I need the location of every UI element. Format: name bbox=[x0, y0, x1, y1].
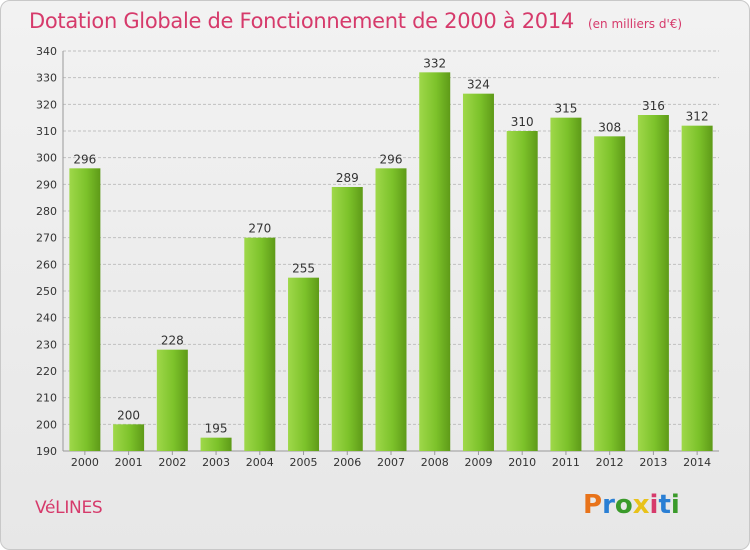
proxiti-logo[interactable]: Proxiti bbox=[583, 490, 680, 520]
bar-2006 bbox=[331, 187, 363, 451]
x-tick-label: 2009 bbox=[464, 456, 492, 469]
logo-letter: P bbox=[583, 490, 603, 520]
chart-title-text: Dotation Globale de Fonctionnement de 20… bbox=[29, 9, 574, 33]
x-tick-label: 2013 bbox=[639, 456, 667, 469]
y-tick-label: 310 bbox=[36, 125, 57, 138]
x-tick-label: 2010 bbox=[508, 456, 536, 469]
y-tick-label: 270 bbox=[36, 232, 57, 245]
chart-unit-note: (en milliers d'€) bbox=[587, 17, 683, 31]
x-tick-label: 2008 bbox=[421, 456, 449, 469]
bar-2011 bbox=[550, 117, 582, 452]
y-tick-label: 320 bbox=[36, 98, 57, 111]
logo-letter: x bbox=[632, 490, 650, 520]
bar-2009 bbox=[462, 93, 494, 452]
y-tick-label: 240 bbox=[36, 312, 57, 325]
bar-value-label: 200 bbox=[117, 408, 140, 422]
x-tick-label: 2002 bbox=[158, 456, 186, 469]
bar-value-label: 332 bbox=[423, 56, 446, 70]
y-tick-label: 330 bbox=[36, 72, 57, 85]
bar-value-label: 270 bbox=[248, 222, 271, 236]
commune-name: VéLINES bbox=[35, 498, 103, 518]
x-tick-label: 2014 bbox=[683, 456, 711, 469]
x-tick-label: 2007 bbox=[377, 456, 405, 469]
bar-2008 bbox=[419, 72, 451, 451]
y-tick-label: 260 bbox=[36, 258, 57, 271]
logo-letter: t bbox=[658, 490, 671, 520]
x-tick-label: 2001 bbox=[115, 456, 143, 469]
logo-letter: i bbox=[649, 490, 659, 520]
bar-value-label: 308 bbox=[598, 120, 621, 134]
x-tick-label: 2012 bbox=[596, 456, 624, 469]
y-tick-label: 230 bbox=[36, 338, 57, 351]
y-tick-label: 220 bbox=[36, 365, 57, 378]
bar-2007 bbox=[375, 168, 407, 452]
bar-value-label: 195 bbox=[205, 422, 228, 436]
bar-value-label: 255 bbox=[292, 262, 315, 276]
x-tick-label: 2011 bbox=[552, 456, 580, 469]
x-tick-label: 2005 bbox=[290, 456, 318, 469]
y-tick-label: 290 bbox=[36, 178, 57, 191]
logo-letter: i bbox=[670, 490, 680, 520]
bar-value-label: 315 bbox=[554, 102, 577, 116]
bar-2003 bbox=[200, 437, 232, 451]
y-tick-label: 340 bbox=[36, 45, 57, 58]
bar-2004 bbox=[244, 237, 276, 451]
x-tick-label: 2004 bbox=[246, 456, 274, 469]
y-tick-label: 280 bbox=[36, 205, 57, 218]
bar-2000 bbox=[69, 168, 101, 452]
bar-value-label: 316 bbox=[642, 99, 665, 113]
x-tick-label: 2003 bbox=[202, 456, 230, 469]
y-tick-label: 250 bbox=[36, 285, 57, 298]
x-tick-label: 2000 bbox=[71, 456, 99, 469]
bar-2005 bbox=[288, 277, 320, 451]
bar-2012 bbox=[594, 136, 626, 452]
bar-2013 bbox=[637, 115, 669, 451]
bar-2002 bbox=[156, 349, 188, 451]
bar-value-label: 296 bbox=[73, 152, 96, 166]
chart-title: Dotation Globale de Fonctionnement de 20… bbox=[29, 9, 682, 33]
bar-value-label: 296 bbox=[380, 152, 403, 166]
bar-2001 bbox=[113, 424, 145, 451]
bar-value-label: 310 bbox=[511, 115, 534, 129]
y-tick-label: 190 bbox=[36, 445, 57, 458]
bar-2010 bbox=[506, 131, 538, 451]
bar-2014 bbox=[681, 125, 713, 452]
x-tick-label: 2006 bbox=[333, 456, 361, 469]
bar-value-label: 324 bbox=[467, 78, 490, 92]
bar-value-label: 228 bbox=[161, 334, 184, 348]
logo-letter: r bbox=[602, 490, 615, 520]
y-tick-label: 210 bbox=[36, 392, 57, 405]
bar-value-label: 312 bbox=[686, 110, 709, 124]
y-tick-label: 300 bbox=[36, 152, 57, 165]
y-tick-label: 200 bbox=[36, 418, 57, 431]
bar-value-label: 289 bbox=[336, 171, 359, 185]
logo-letter: o bbox=[614, 490, 633, 520]
